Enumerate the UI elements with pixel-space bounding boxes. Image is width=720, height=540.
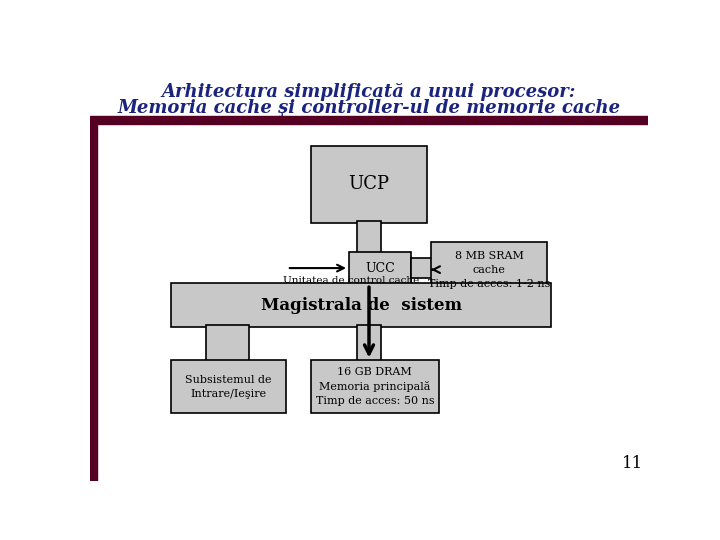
Bar [349,252,411,284]
Text: Subsistemul de
Intrare/Ieşire: Subsistemul de Intrare/Ieşire [186,375,272,399]
Bar [356,221,382,253]
Bar [171,361,286,413]
Text: Memoria cache şi controller-ul de memorie cache: Memoria cache şi controller-ul de memori… [117,99,621,117]
Text: Arhitectura simplificată a unui procesor:: Arhitectura simplificată a unui procesor… [162,83,576,101]
Text: 16 GB DRAM
Memoria principală
Timp de acces: 50 ns: 16 GB DRAM Memoria principală Timp de ac… [315,367,434,407]
Bar [90,124,97,481]
Bar [356,325,382,361]
Text: 11: 11 [622,455,643,472]
Bar [171,284,551,327]
Bar [206,325,249,361]
Bar [311,361,438,413]
Text: UCP: UCP [348,175,390,193]
Text: 8 MB SRAM
cache
Timp de acces: 1-2 ns: 8 MB SRAM cache Timp de acces: 1-2 ns [428,251,550,288]
Bar [311,146,427,222]
Text: Magistrala de  sistem: Magistrala de sistem [261,296,462,314]
Bar [431,242,547,298]
Bar [411,258,433,278]
Text: UCC: UCC [365,261,395,274]
Bar [90,117,648,124]
Text: Unitatea de control cache: Unitatea de control cache [283,276,419,285]
